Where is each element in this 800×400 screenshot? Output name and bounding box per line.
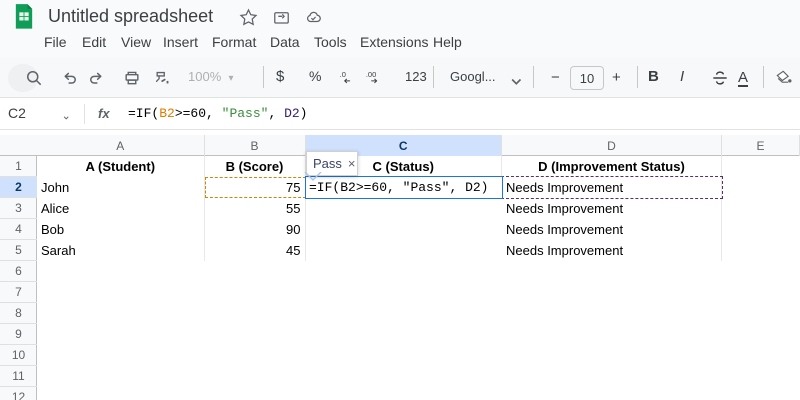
svg-text:.0: .0 — [340, 70, 346, 79]
svg-text:.00: .00 — [366, 70, 376, 79]
